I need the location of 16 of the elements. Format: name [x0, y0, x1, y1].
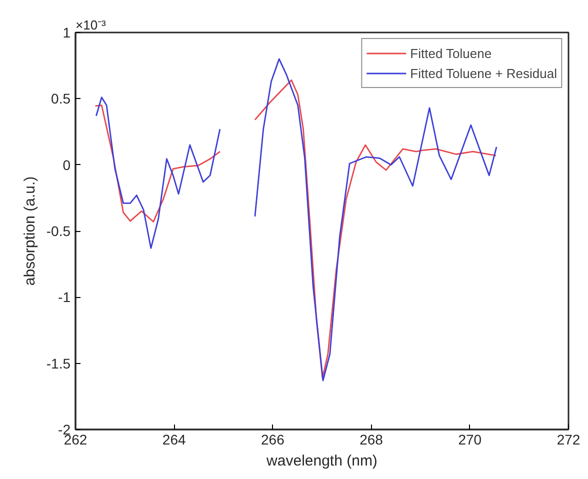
- y-tick-label: 0: [62, 156, 71, 173]
- y-tick-label: 1: [62, 24, 71, 40]
- x-tick-label: 266: [261, 432, 285, 448]
- y-tick-label: 0.5: [51, 90, 71, 107]
- legend-label: Fitted Toluene + Residual: [410, 66, 557, 80]
- y-axis-title: absorption (a.u.): [21, 176, 38, 286]
- y-tick-label: -1: [58, 289, 71, 306]
- x-tick-label: 268: [360, 432, 384, 448]
- y-tick-label: -1.5: [46, 355, 71, 372]
- x-tick-label: 272: [556, 432, 580, 448]
- legend-label: Fitted Toluene: [410, 46, 492, 60]
- annotation: ×10⁻³: [76, 18, 107, 32]
- x-tick-label: 270: [458, 432, 482, 448]
- x-axis-title: wavelength (nm): [266, 452, 378, 470]
- y-tick-label: -0.5: [46, 223, 71, 239]
- x-tick-label: 264: [162, 432, 186, 448]
